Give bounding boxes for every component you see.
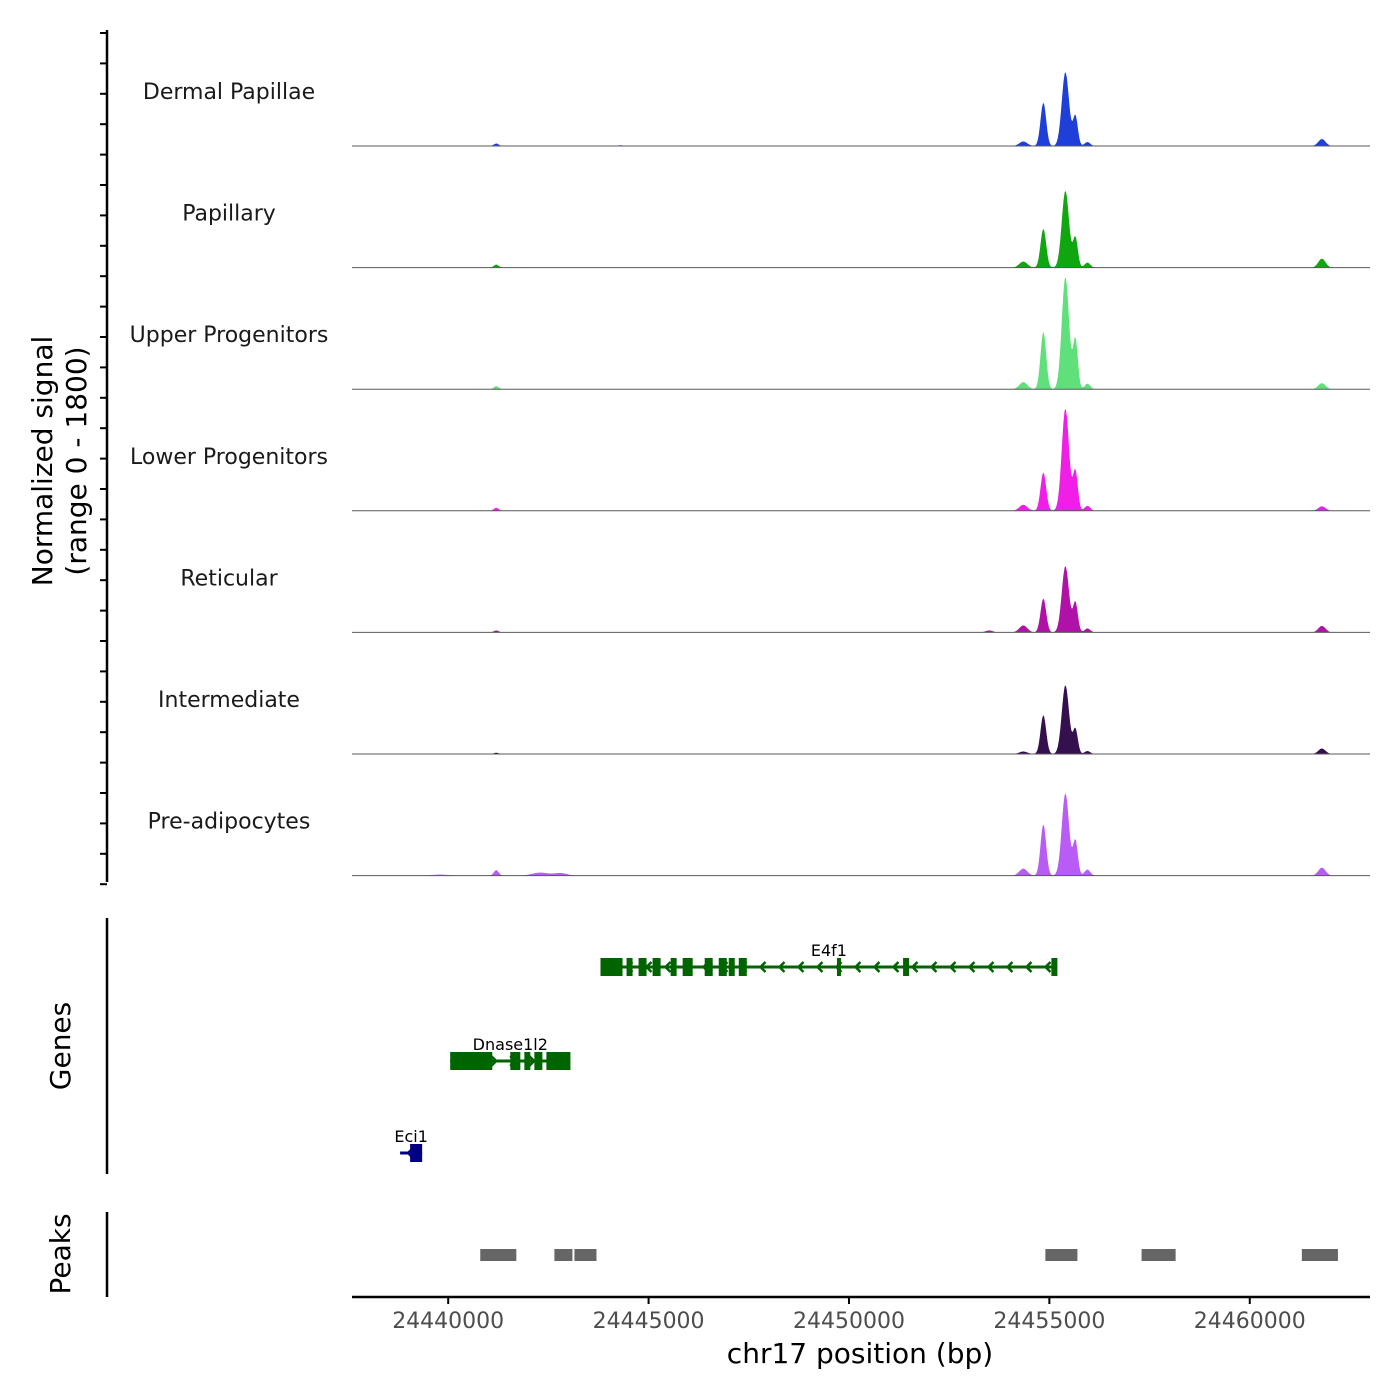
strand-arrow	[948, 961, 957, 973]
gene-model: Dnase1l2	[450, 1035, 571, 1070]
strand-arrow	[986, 961, 995, 973]
gene-exon	[626, 958, 633, 976]
gene-exon	[524, 1052, 531, 1070]
coverage-area	[352, 566, 1370, 633]
gene-exon	[670, 958, 677, 976]
strand-arrow	[891, 961, 900, 973]
coverage-y-ticks	[100, 32, 107, 886]
strand-arrow	[872, 961, 881, 973]
track-label: Intermediate	[158, 688, 300, 713]
gene-exon	[534, 1052, 543, 1070]
coverage-y-title-line2: (range 0 - 1800)	[60, 346, 93, 575]
gene-exon	[546, 1052, 571, 1070]
coverage-track: Papillary	[182, 190, 1370, 269]
gene-model: E4f1	[600, 941, 1058, 976]
coverage-area	[352, 793, 1370, 876]
coverage-track: Intermediate	[158, 685, 1370, 755]
x-tick-label: 24450000	[793, 1309, 905, 1334]
strand-arrow	[853, 961, 862, 973]
strand-arrow	[490, 1055, 498, 1067]
strand-arrow	[1005, 961, 1014, 973]
strand-arrow	[777, 961, 786, 973]
gene-exon	[638, 958, 647, 976]
coverage-y-axis-title: Normalized signal (range 0 - 1800)	[26, 336, 93, 587]
gene-exon	[652, 958, 661, 976]
strand-arrow	[910, 961, 919, 973]
track-label: Upper Progenitors	[130, 323, 329, 348]
coverage-track: Lower Progenitors	[130, 408, 1370, 512]
x-axis-title: chr17 position (bp)	[727, 1337, 993, 1370]
coverage-area	[352, 685, 1370, 754]
strand-arrow	[929, 961, 938, 973]
gene-exon	[704, 958, 713, 976]
strand-arrow	[1024, 961, 1033, 973]
x-axis-ticks: 24440000 24445000 24450000 24455000 24460000	[392, 1297, 1306, 1334]
gene-models: E4f1 Dnase1l2 Eci1	[394, 941, 1058, 1162]
gene-exon	[410, 1144, 423, 1162]
peak-region	[574, 1249, 597, 1261]
strand-arrow	[815, 961, 824, 973]
gene-exon	[1051, 958, 1058, 976]
gene-label: Dnase1l2	[473, 1035, 548, 1054]
coverage-track: Upper Progenitors	[130, 277, 1370, 390]
genes-y-title: Genes	[44, 1002, 77, 1090]
strand-arrow	[758, 961, 767, 973]
peak-region	[554, 1249, 573, 1261]
coverage-track: Reticular	[180, 566, 1370, 633]
gene-exon	[738, 958, 747, 976]
x-axis: 24440000 24445000 24450000 24455000 24460000…	[352, 1295, 1370, 1370]
gene-exon	[903, 958, 910, 976]
x-tick-label: 24460000	[1194, 1309, 1306, 1334]
track-label: Papillary	[182, 202, 276, 227]
peak-region	[1301, 1249, 1338, 1261]
track-label: Dermal Papillae	[143, 80, 315, 105]
peak-region	[1045, 1249, 1078, 1261]
x-tick-label: 24455000	[993, 1309, 1105, 1334]
strand-arrow	[663, 961, 672, 973]
gene-exon	[836, 958, 841, 976]
gene-label: E4f1	[811, 941, 847, 960]
x-tick-label: 24445000	[593, 1309, 705, 1334]
track-label: Pre-adipocytes	[148, 810, 311, 835]
gene-exon	[718, 958, 727, 976]
gene-exon	[450, 1052, 493, 1070]
gene-label: Eci1	[394, 1127, 428, 1146]
genes-panel: Genes E4f1 Dnase1l2 Eci1	[44, 918, 1058, 1174]
peak-regions	[480, 1249, 1338, 1261]
strand-arrow	[796, 961, 805, 973]
coverage-area	[352, 408, 1370, 511]
coverage-area	[352, 277, 1370, 390]
track-label: Lower Progenitors	[130, 445, 328, 470]
coverage-track: Pre-adipocytes	[148, 793, 1370, 877]
coverage-area	[352, 72, 1370, 146]
peaks-y-title: Peaks	[44, 1213, 77, 1294]
peak-region	[480, 1249, 517, 1261]
track-label: Reticular	[180, 566, 278, 591]
gene-exon	[600, 958, 623, 976]
strand-arrow	[1043, 961, 1052, 973]
gene-model: Eci1	[394, 1127, 428, 1162]
coverage-panel: Normalized signal (range 0 - 1800) Derma…	[26, 30, 1370, 886]
strand-arrow	[528, 1055, 536, 1067]
coverage-y-title-line1: Normalized signal	[26, 336, 59, 587]
strand-arrow	[967, 961, 976, 973]
gene-exon	[682, 958, 693, 976]
coverage-track: Dermal Papillae	[143, 72, 1370, 147]
coverage-tracks: Dermal Papillae Papillary Upper Progenitor…	[130, 72, 1370, 877]
gene-exon	[728, 958, 735, 976]
x-tick-label: 24440000	[392, 1309, 504, 1334]
coverage-area	[352, 190, 1370, 268]
gene-exon	[510, 1052, 521, 1070]
peaks-panel: Peaks	[44, 1212, 1338, 1297]
peak-region	[1141, 1249, 1176, 1261]
